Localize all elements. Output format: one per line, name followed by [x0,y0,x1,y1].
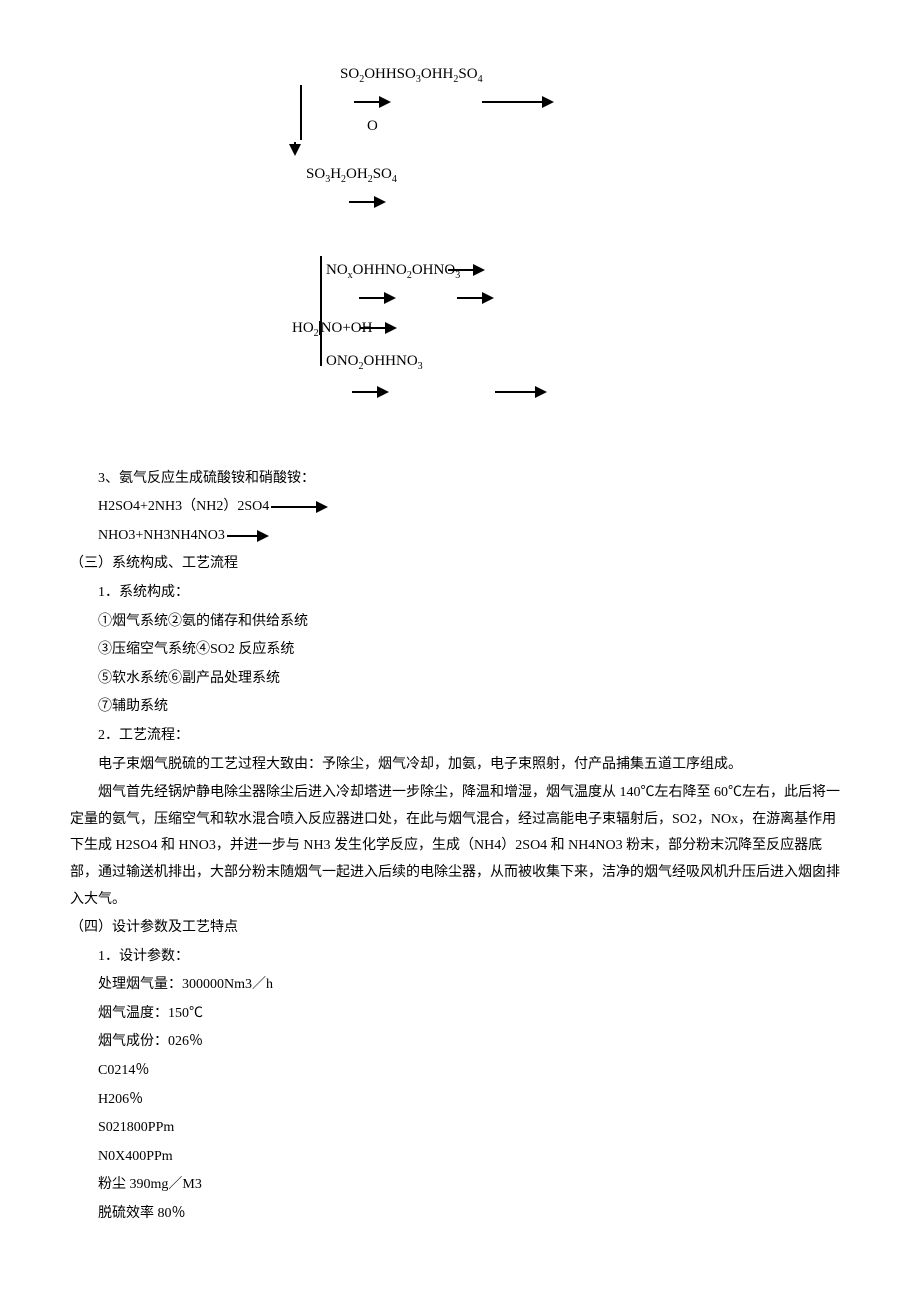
section-heading: （四）设计参数及工艺特点 [70,914,850,943]
arrow-right-icon [448,269,483,271]
body-text: 处理烟气量：300000Nm3／h [70,971,850,1000]
body-text: 烟气首先经锅炉静电除尘器除尘后进入冷却塔进一步除尘，降温和增湿，烟气温度从 14… [70,779,850,914]
reaction-diagram-1: SO2OHHSO3OHH2SO4 O SO3H2OH2SO4 [300,60,850,216]
arrow-right-icon [359,297,394,299]
arrow-right-icon [360,327,395,329]
section-heading: （三）系统构成、工艺流程 [70,550,850,579]
body-text: 烟气温度：150℃ [70,1000,850,1029]
arrow-right-icon [352,391,387,393]
body-text: 电子束烟气脱硫的工艺过程大致由：予除尘，烟气冷却，加氨，电子束照射，付产品捕集五… [70,751,850,780]
text-span: H2SO4+2NH3（NH2）2SO4 [70,499,269,514]
body-text: S021800PPm [70,1114,850,1143]
arrow-right-icon [227,535,267,537]
body-text: 1．设计参数： [70,943,850,972]
body-text: ⑤软水系统⑥副产品处理系统 [70,665,850,694]
body-text: 粉尘 390mg／M3 [70,1171,850,1200]
chem-formula: NOxOHHNO2OHNO3 [326,256,460,285]
arrow-right-icon [482,101,552,103]
arrow-right-icon [349,201,384,203]
arrow-down-icon [294,142,296,154]
body-text: H206％ [70,1086,850,1115]
body-text [70,436,850,465]
body-text: 脱硫效率 80％ [70,1200,850,1229]
text-span: NHO3+NH3NH4NO3 [70,528,225,543]
body-text: H2SO4+2NH3（NH2）2SO4 [70,493,850,522]
vertical-line [300,85,302,140]
body-text: 3、氨气反应生成硫酸铵和硝酸铵： [70,465,850,494]
chem-formula: HO2 [292,314,319,343]
body-text: ③压缩空气系统④SO2 反应系统 [70,636,850,665]
body-text: ⑦辅助系统 [70,693,850,722]
chem-formula: SO3H2OH2SO4 [306,160,397,189]
body-text: C0214％ [70,1057,850,1086]
body-text: 烟气成份：026％ [70,1028,850,1057]
body-text: 1．系统构成： [70,579,850,608]
arrow-right-icon [495,391,545,393]
body-text: NHO3+NH3NH4NO3 [70,522,850,551]
body-text: ①烟气系统②氨的储存和供给系统 [70,608,850,637]
reaction-diagram-2: NOxOHHNO2OHNO3 HO2 NO+OH ONO2OHHNO3 [300,256,850,406]
chem-formula: ONO2OHHNO3 [326,347,423,376]
body-text: 2．工艺流程： [70,722,850,751]
arrow-right-icon [457,297,492,299]
chem-formula: SO2OHHSO3OHH2SO4 [340,60,483,89]
body-text: N0X400PPm [70,1143,850,1172]
arrow-right-icon [354,101,389,103]
arrow-right-icon [271,506,326,508]
